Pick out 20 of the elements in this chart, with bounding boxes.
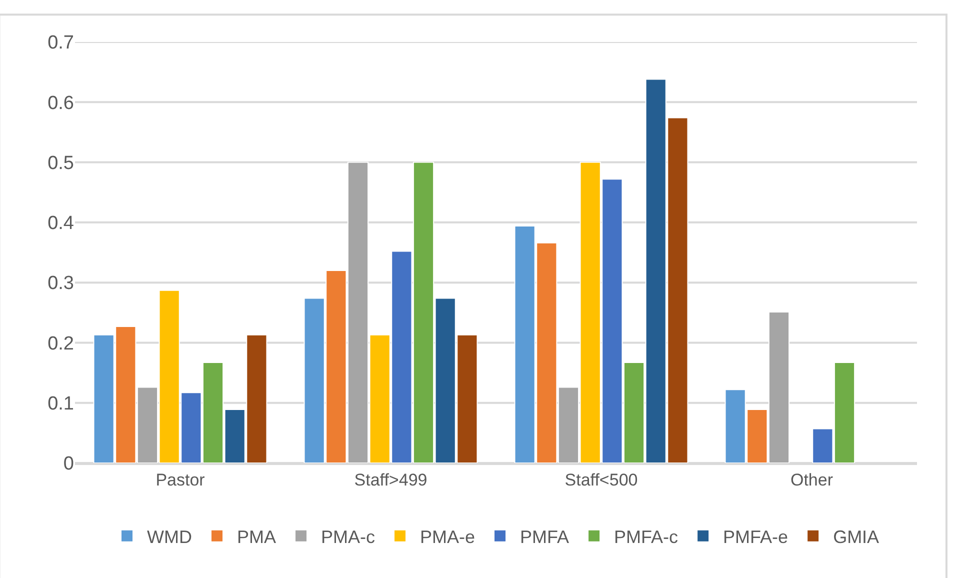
y-tick-label: 0	[63, 454, 74, 475]
y-tick-label: 0.5	[48, 152, 74, 174]
legend-label: PMFA	[520, 526, 570, 547]
y-tick-label: 0.1	[48, 394, 74, 415]
legend-label: PMA-e	[420, 526, 476, 547]
legend-label: PMA-c	[321, 526, 375, 547]
legend-label: PMFA-c	[614, 526, 678, 547]
x-tick-label: Other	[790, 470, 834, 490]
y-tick-label: 0.7	[48, 32, 74, 54]
y-tick-label: 0.4	[48, 213, 74, 234]
legend-label: PMFA-e	[723, 526, 788, 547]
legend-label: WMD	[147, 526, 192, 547]
x-tick-label: Pastor	[156, 470, 206, 490]
y-tick-label: 0.3	[48, 273, 74, 294]
y-tick-label: 0.6	[48, 92, 74, 114]
x-tick-label: Staff<500	[564, 470, 638, 490]
x-tick-label: Staff>499	[354, 470, 428, 490]
legend-label: GMIA	[833, 526, 880, 547]
y-tick-label: 0.2	[48, 333, 74, 354]
legend-label: PMA	[236, 526, 276, 547]
